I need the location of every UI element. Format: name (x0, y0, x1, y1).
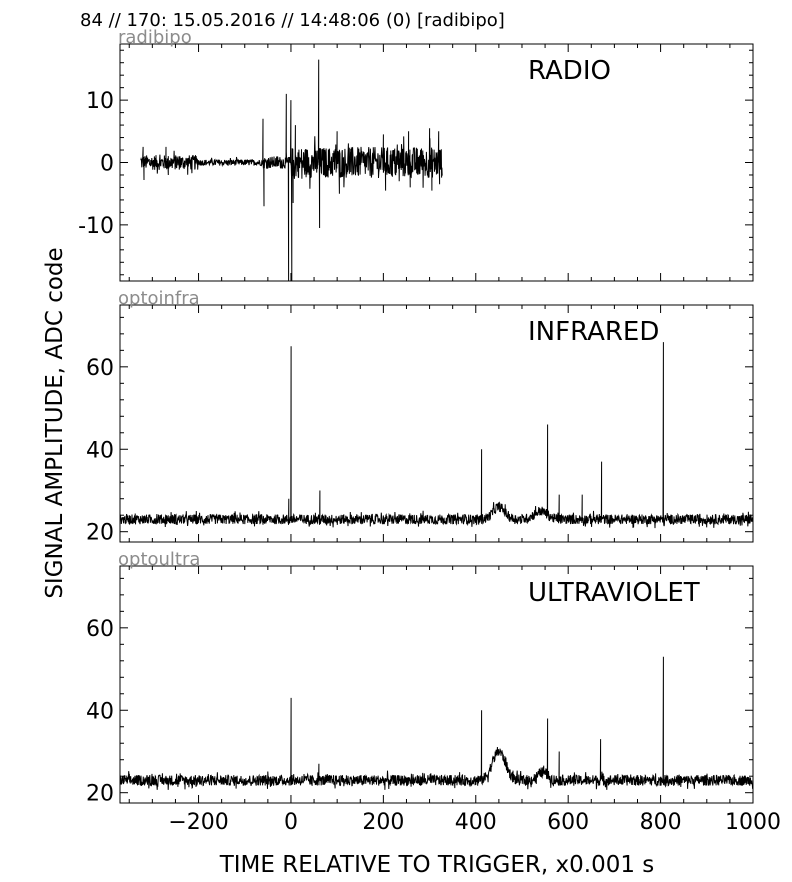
panel-tag: optoinfra (118, 288, 200, 309)
x-tick-label: 1000 (725, 810, 781, 835)
y-tick-label: 20 (86, 521, 114, 546)
x-tick-label: 800 (640, 810, 682, 835)
y-tick-label: 40 (86, 438, 114, 463)
x-tick-label: 0 (284, 810, 298, 835)
x-tick-label: 200 (362, 810, 404, 835)
y-tick-label: -10 (78, 214, 114, 239)
y-tick-label: 60 (86, 617, 114, 642)
figure-header: 84 // 170: 15.05.2016 // 14:48:06 (0) [r… (80, 10, 505, 31)
panel-radibipo: 10 0 -10 radibipo RADIO (78, 27, 754, 282)
y-axis-label: SIGNAL AMPLITUDE, ADC code (42, 247, 68, 598)
y-tick-label: 60 (86, 356, 114, 381)
panel-title: INFRARED (528, 317, 659, 347)
panel-title: RADIO (528, 56, 611, 86)
trace-radibipo (140, 59, 443, 281)
x-axis-label: TIME RELATIVE TO TRIGGER, x0.001 s (219, 852, 655, 878)
y-tick-label: 0 (100, 152, 114, 177)
panel-optoinfra: 60 40 20 optoinfra INFRARED (86, 288, 754, 546)
y-tick-label: 10 (86, 89, 114, 114)
panel-tag: radibipo (118, 27, 192, 48)
plot-frame (119, 565, 754, 804)
x-tick-label: 600 (547, 810, 589, 835)
y-tick-label: 20 (86, 782, 114, 807)
panel-optoultra: 60 40 20 −200 0 200 400 600 800 1000 optoultra ULTR… (86, 549, 781, 835)
x-tick-label: −200 (168, 810, 228, 835)
panel-title: ULTRAVIOLET (528, 578, 700, 608)
x-tick-label: 400 (455, 810, 497, 835)
plot-frame (119, 304, 754, 543)
trace-optoultra (120, 656, 753, 790)
y-tick-label: 40 (86, 699, 114, 724)
trace-optoinfra (120, 342, 753, 529)
panel-tag: optoultra (118, 549, 200, 570)
